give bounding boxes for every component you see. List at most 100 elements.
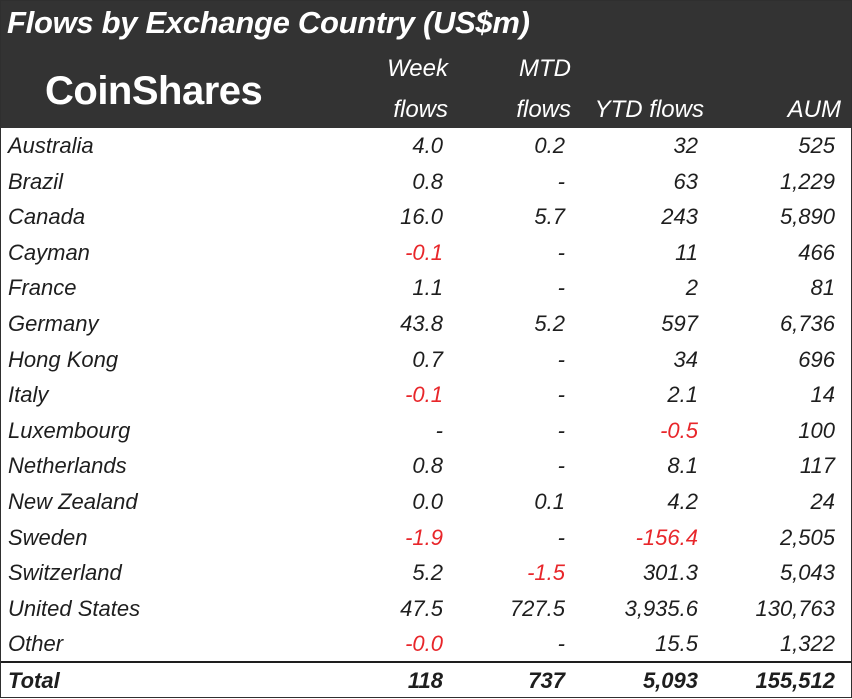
total-week: 118 xyxy=(407,668,443,693)
aum-cell: 14 xyxy=(810,382,835,408)
aum-cell: 5,890 xyxy=(779,204,835,230)
aum-cell: 466 xyxy=(798,239,835,265)
ytd-flows-cell: 597 xyxy=(661,310,698,336)
table-row: Sweden -1.9 - -156.4 2,505 xyxy=(1,520,851,556)
table-row: New Zealand 0.0 0.1 4.2 24 xyxy=(1,484,851,520)
table-row: Canada 16.0 5.7 243 5,890 xyxy=(1,199,851,235)
week-flows-cell: -0.1 xyxy=(405,239,443,265)
ytd-flows-cell: 4.2 xyxy=(667,488,698,514)
week-flows-cell: - xyxy=(435,417,443,443)
week-flows-cell: 4.0 xyxy=(412,133,443,158)
week-flows-cell: 47.5 xyxy=(400,595,443,621)
mtd-flows-cell: - xyxy=(557,168,565,194)
mtd-flows-cell: - xyxy=(557,453,565,479)
mtd-flows-cell: 727.5 xyxy=(509,595,565,621)
week-header-line1: Week xyxy=(387,55,448,82)
country-cell: Hong Kong xyxy=(8,346,119,372)
table-body: Australia 4.0 0.2 32 525 Brazil 0.8 - 63 1,229 Can… xyxy=(1,128,851,662)
country-cell: Sweden xyxy=(8,524,88,550)
aum-cell: 1,322 xyxy=(779,631,835,657)
country-cell: Other xyxy=(8,631,64,657)
mtd-flows-cell: - xyxy=(557,524,565,550)
aum-cell: 24 xyxy=(810,488,835,514)
mtd-flows-cell: 5.2 xyxy=(534,310,565,336)
country-cell: New Zealand xyxy=(8,488,138,514)
table-row: Cayman -0.1 - 11 466 xyxy=(1,235,851,271)
country-cell: Brazil xyxy=(8,168,64,194)
ytd-flows-cell: 2 xyxy=(685,275,698,301)
aum-cell: 2,505 xyxy=(779,524,835,550)
aum-cell: 100 xyxy=(798,417,835,443)
table-row: Luxembourg - - -0.5 100 xyxy=(1,413,851,449)
table-row: Other -0.0 - 15.5 1,322 xyxy=(1,626,851,662)
total-aum: 155,512 xyxy=(755,668,835,693)
aum-cell: 525 xyxy=(798,133,835,158)
country-cell: France xyxy=(8,275,77,301)
ytd-flows-cell: 15.5 xyxy=(655,631,698,657)
ytd-flows-cell: 8.1 xyxy=(667,453,698,479)
mtd-flows-cell: - xyxy=(557,239,565,265)
week-flows-cell: 0.8 xyxy=(412,168,443,194)
mtd-header-line2: flows xyxy=(516,96,571,123)
table-row: Hong Kong 0.7 - 34 696 xyxy=(1,342,851,378)
country-cell: Netherlands xyxy=(8,453,127,479)
ytd-flows-cell: 34 xyxy=(673,346,698,372)
country-cell: Australia xyxy=(8,133,94,158)
ytd-flows-cell: 243 xyxy=(661,204,698,230)
country-cell: Cayman xyxy=(8,239,90,265)
week-flows-cell: 0.0 xyxy=(412,488,443,514)
ytd-flows-cell: -0.5 xyxy=(660,417,698,443)
ytd-flows-cell: 2.1 xyxy=(667,382,698,408)
ytd-flows-cell: 301.3 xyxy=(642,560,698,586)
week-flows-cell: 43.8 xyxy=(400,310,443,336)
mtd-flows-cell: - xyxy=(557,631,565,657)
aum-cell: 1,229 xyxy=(779,168,835,194)
mtd-flows-cell: - xyxy=(557,417,565,443)
table-row: Australia 4.0 0.2 32 525 xyxy=(1,128,851,164)
week-header-line2: flows xyxy=(393,96,448,123)
week-flows-cell: 16.0 xyxy=(400,204,443,230)
ytd-header: YTD flows xyxy=(594,96,704,123)
coinshares-logo: CoinShares xyxy=(45,69,263,113)
aum-cell: 81 xyxy=(810,275,835,301)
table-row: United States 47.5 727.5 3,935.6 130,763 xyxy=(1,591,851,627)
mtd-flows-cell: - xyxy=(557,275,565,301)
country-cell: Switzerland xyxy=(8,560,122,586)
week-flows-cell: -1.9 xyxy=(405,524,443,550)
aum-cell: 6,736 xyxy=(779,310,835,336)
aum-cell: 117 xyxy=(799,453,835,479)
table-row: Italy -0.1 - 2.1 14 xyxy=(1,377,851,413)
mtd-flows-cell: 5.7 xyxy=(534,204,565,230)
country-cell: Germany xyxy=(8,310,99,336)
ytd-flows-cell: 63 xyxy=(673,168,698,194)
total-ytd: 5,093 xyxy=(642,668,698,693)
country-cell: Luxembourg xyxy=(8,417,131,443)
mtd-flows-cell: - xyxy=(557,346,565,372)
table-title: Flows by Exchange Country (US$m) xyxy=(7,5,530,40)
total-row: Total 118 737 5,093 155,512 xyxy=(1,661,851,699)
ytd-flows-cell: 32 xyxy=(673,133,698,158)
ytd-flows-cell: 11 xyxy=(675,239,698,265)
table-row: Germany 43.8 5.2 597 6,736 xyxy=(1,306,851,342)
ytd-flows-cell: 3,935.6 xyxy=(624,595,698,621)
aum-cell: 130,763 xyxy=(755,595,835,621)
week-flows-cell: -0.0 xyxy=(405,631,443,657)
ytd-flows-cell: -156.4 xyxy=(635,524,698,550)
mtd-flows-cell: - xyxy=(557,382,565,408)
week-flows-cell: 5.2 xyxy=(412,560,443,586)
table-row: Brazil 0.8 - 63 1,229 xyxy=(1,164,851,200)
country-cell: United States xyxy=(8,595,141,621)
aum-cell: 5,043 xyxy=(779,560,835,586)
week-flows-cell: 0.8 xyxy=(412,453,443,479)
total-mtd: 737 xyxy=(528,668,565,693)
table-header: Flows by Exchange Country (US$m) CoinSha… xyxy=(1,1,851,128)
mtd-flows-cell: 0.1 xyxy=(534,488,565,514)
aum-header: AUM xyxy=(787,96,841,123)
country-cell: Italy xyxy=(8,382,49,408)
mtd-flows-cell: 0.2 xyxy=(534,133,565,158)
table-row: Switzerland 5.2 -1.5 301.3 5,043 xyxy=(1,555,851,591)
week-flows-cell: 0.7 xyxy=(412,346,443,372)
mtd-header-line1: MTD xyxy=(519,55,571,82)
week-flows-cell: -0.1 xyxy=(405,382,443,408)
